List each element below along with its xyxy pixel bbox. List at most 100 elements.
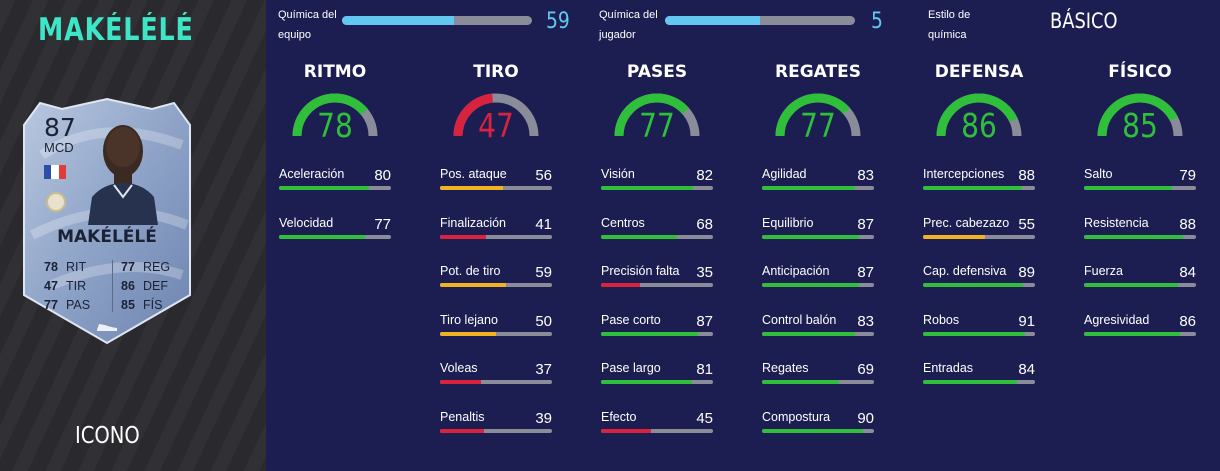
attribute-label: Intercepciones [923,167,1005,181]
attribute-label: Compostura [762,410,831,424]
attribute-label: Pase corto [601,313,661,327]
attribute-value: 77 [374,216,391,233]
attribute-bar [923,186,1035,190]
player-name: MAKÉLÉLÉ [38,12,194,48]
attribute-bar-fill [601,380,692,384]
category-gauge [1097,93,1183,137]
attribute-row[interactable]: Salto 79 [1084,167,1196,215]
attribute-bar [923,283,1035,287]
attribute-row[interactable]: Agresividad 86 [1084,313,1196,361]
attribute-row[interactable]: Visión 82 [601,167,713,215]
attribute-bar [440,380,552,384]
attribute-row[interactable]: Velocidad 77 [279,216,391,264]
attribute-value: 35 [696,264,713,281]
attribute-row[interactable]: Fuerza 84 [1084,264,1196,312]
attribute-row[interactable]: Compostura 90 [762,410,874,458]
attribute-row[interactable]: Pase largo 81 [601,361,713,409]
attribute-bar-fill [762,283,860,287]
attribute-value: 79 [1179,167,1196,184]
card-stat-label: PAS [66,298,91,312]
attribute-bar [762,380,874,384]
attribute-row[interactable]: Resistencia 88 [1084,216,1196,264]
attribute-label: Voleas [440,361,478,375]
attribute-row[interactable]: Aceleración 80 [279,167,391,215]
attribute-label: Regates [762,361,809,375]
gauge-fill [453,93,539,137]
attribute-row[interactable]: Pot. de tiro 59 [440,264,552,312]
attribute-bar-fill [1084,235,1183,239]
attribute-row[interactable]: Penaltis 39 [440,410,552,458]
attribute-row[interactable]: Centros 68 [601,216,713,264]
category-title: TIRO [473,62,519,82]
attribute-value: 39 [535,410,552,427]
attribute-bar-fill [762,186,855,190]
attribute-bar [1084,186,1196,190]
attribute-bar [762,332,874,336]
attribute-label: Velocidad [279,216,334,230]
attribute-bar-fill [601,186,693,190]
attribute-bar-fill [440,380,482,384]
attribute-bar-fill [601,332,699,336]
player-chemistry-label-line2: jugador [599,29,636,41]
card-stat-value: 47 [44,279,58,293]
attribute-value: 83 [857,313,874,330]
attribute-label: Control balón [762,313,837,327]
attribute-bar [440,235,552,239]
player-chemistry-bar-fill [665,16,760,25]
attribute-label: Salto [1084,167,1113,181]
attribute-bar [440,283,552,287]
category-gauge [775,93,861,137]
attribute-value: 87 [857,216,874,233]
attribute-bar-fill [923,283,1023,287]
attribute-value: 90 [857,410,874,427]
attribute-bar-fill [923,186,1022,190]
attribute-row[interactable]: Anticipación 87 [762,264,874,312]
gauge-fill [1097,93,1183,137]
attribute-label: Aceleración [279,167,345,181]
player-panel: MAKÉLÉLÉ 87 MCD MAKÉLÉLÉ [0,0,266,471]
attribute-label: Resistencia [1084,216,1149,230]
attribute-bar [601,186,713,190]
attribute-bar-fill [440,186,503,190]
category-value: 78 [317,106,353,145]
player-chemistry-value: 5 [871,9,883,34]
attribute-row[interactable]: Intercepciones 88 [923,167,1035,215]
attribute-row[interactable]: Entradas 84 [923,361,1035,409]
attribute-row[interactable]: Pos. ataque 56 [440,167,552,215]
attribute-row[interactable]: Cap. defensiva 89 [923,264,1035,312]
attribute-bar-fill [923,332,1025,336]
attribute-row[interactable]: Agilidad 83 [762,167,874,215]
attribute-bar-fill [440,332,496,336]
gauge-fill [775,93,861,137]
attribute-bar-fill [762,235,860,239]
attribute-value: 87 [857,264,874,281]
chemistry-style-value[interactable]: BÁSICO [1050,9,1118,33]
attribute-label: Visión [601,167,635,181]
card-stat-value: 77 [121,260,135,274]
attribute-label: Prec. cabezazo [923,216,1010,230]
attribute-row[interactable]: Robos 91 [923,313,1035,361]
attribute-row[interactable]: Equilibrio 87 [762,216,874,264]
attribute-row[interactable]: Regates 69 [762,361,874,409]
player-photo [88,125,158,225]
attribute-bar-fill [762,429,863,433]
attribute-bar [279,186,391,190]
attribute-bar [601,380,713,384]
attribute-row[interactable]: Finalización 41 [440,216,552,264]
attribute-row[interactable]: Pase corto 87 [601,313,713,361]
attribute-bar [762,429,874,433]
player-card[interactable]: 87 MCD MAKÉLÉLÉ 78 RIT 47 TIR 77 PAS 77 REG … [22,95,192,345]
attribute-row[interactable]: Efecto 45 [601,410,713,458]
attribute-row[interactable]: Control balón 83 [762,313,874,361]
attribute-value: 84 [1018,361,1035,378]
gauge-fill [936,93,1022,137]
attribute-bar [762,283,874,287]
attribute-row[interactable]: Tiro lejano 50 [440,313,552,361]
attribute-row[interactable]: Prec. cabezazo 55 [923,216,1035,264]
card-stat-label: DEF [143,279,168,293]
attribute-bar [601,235,713,239]
attribute-row[interactable]: Voleas 37 [440,361,552,409]
attribute-bar [440,332,552,336]
attribute-bar [923,380,1035,384]
attribute-row[interactable]: Precisión falta 35 [601,264,713,312]
